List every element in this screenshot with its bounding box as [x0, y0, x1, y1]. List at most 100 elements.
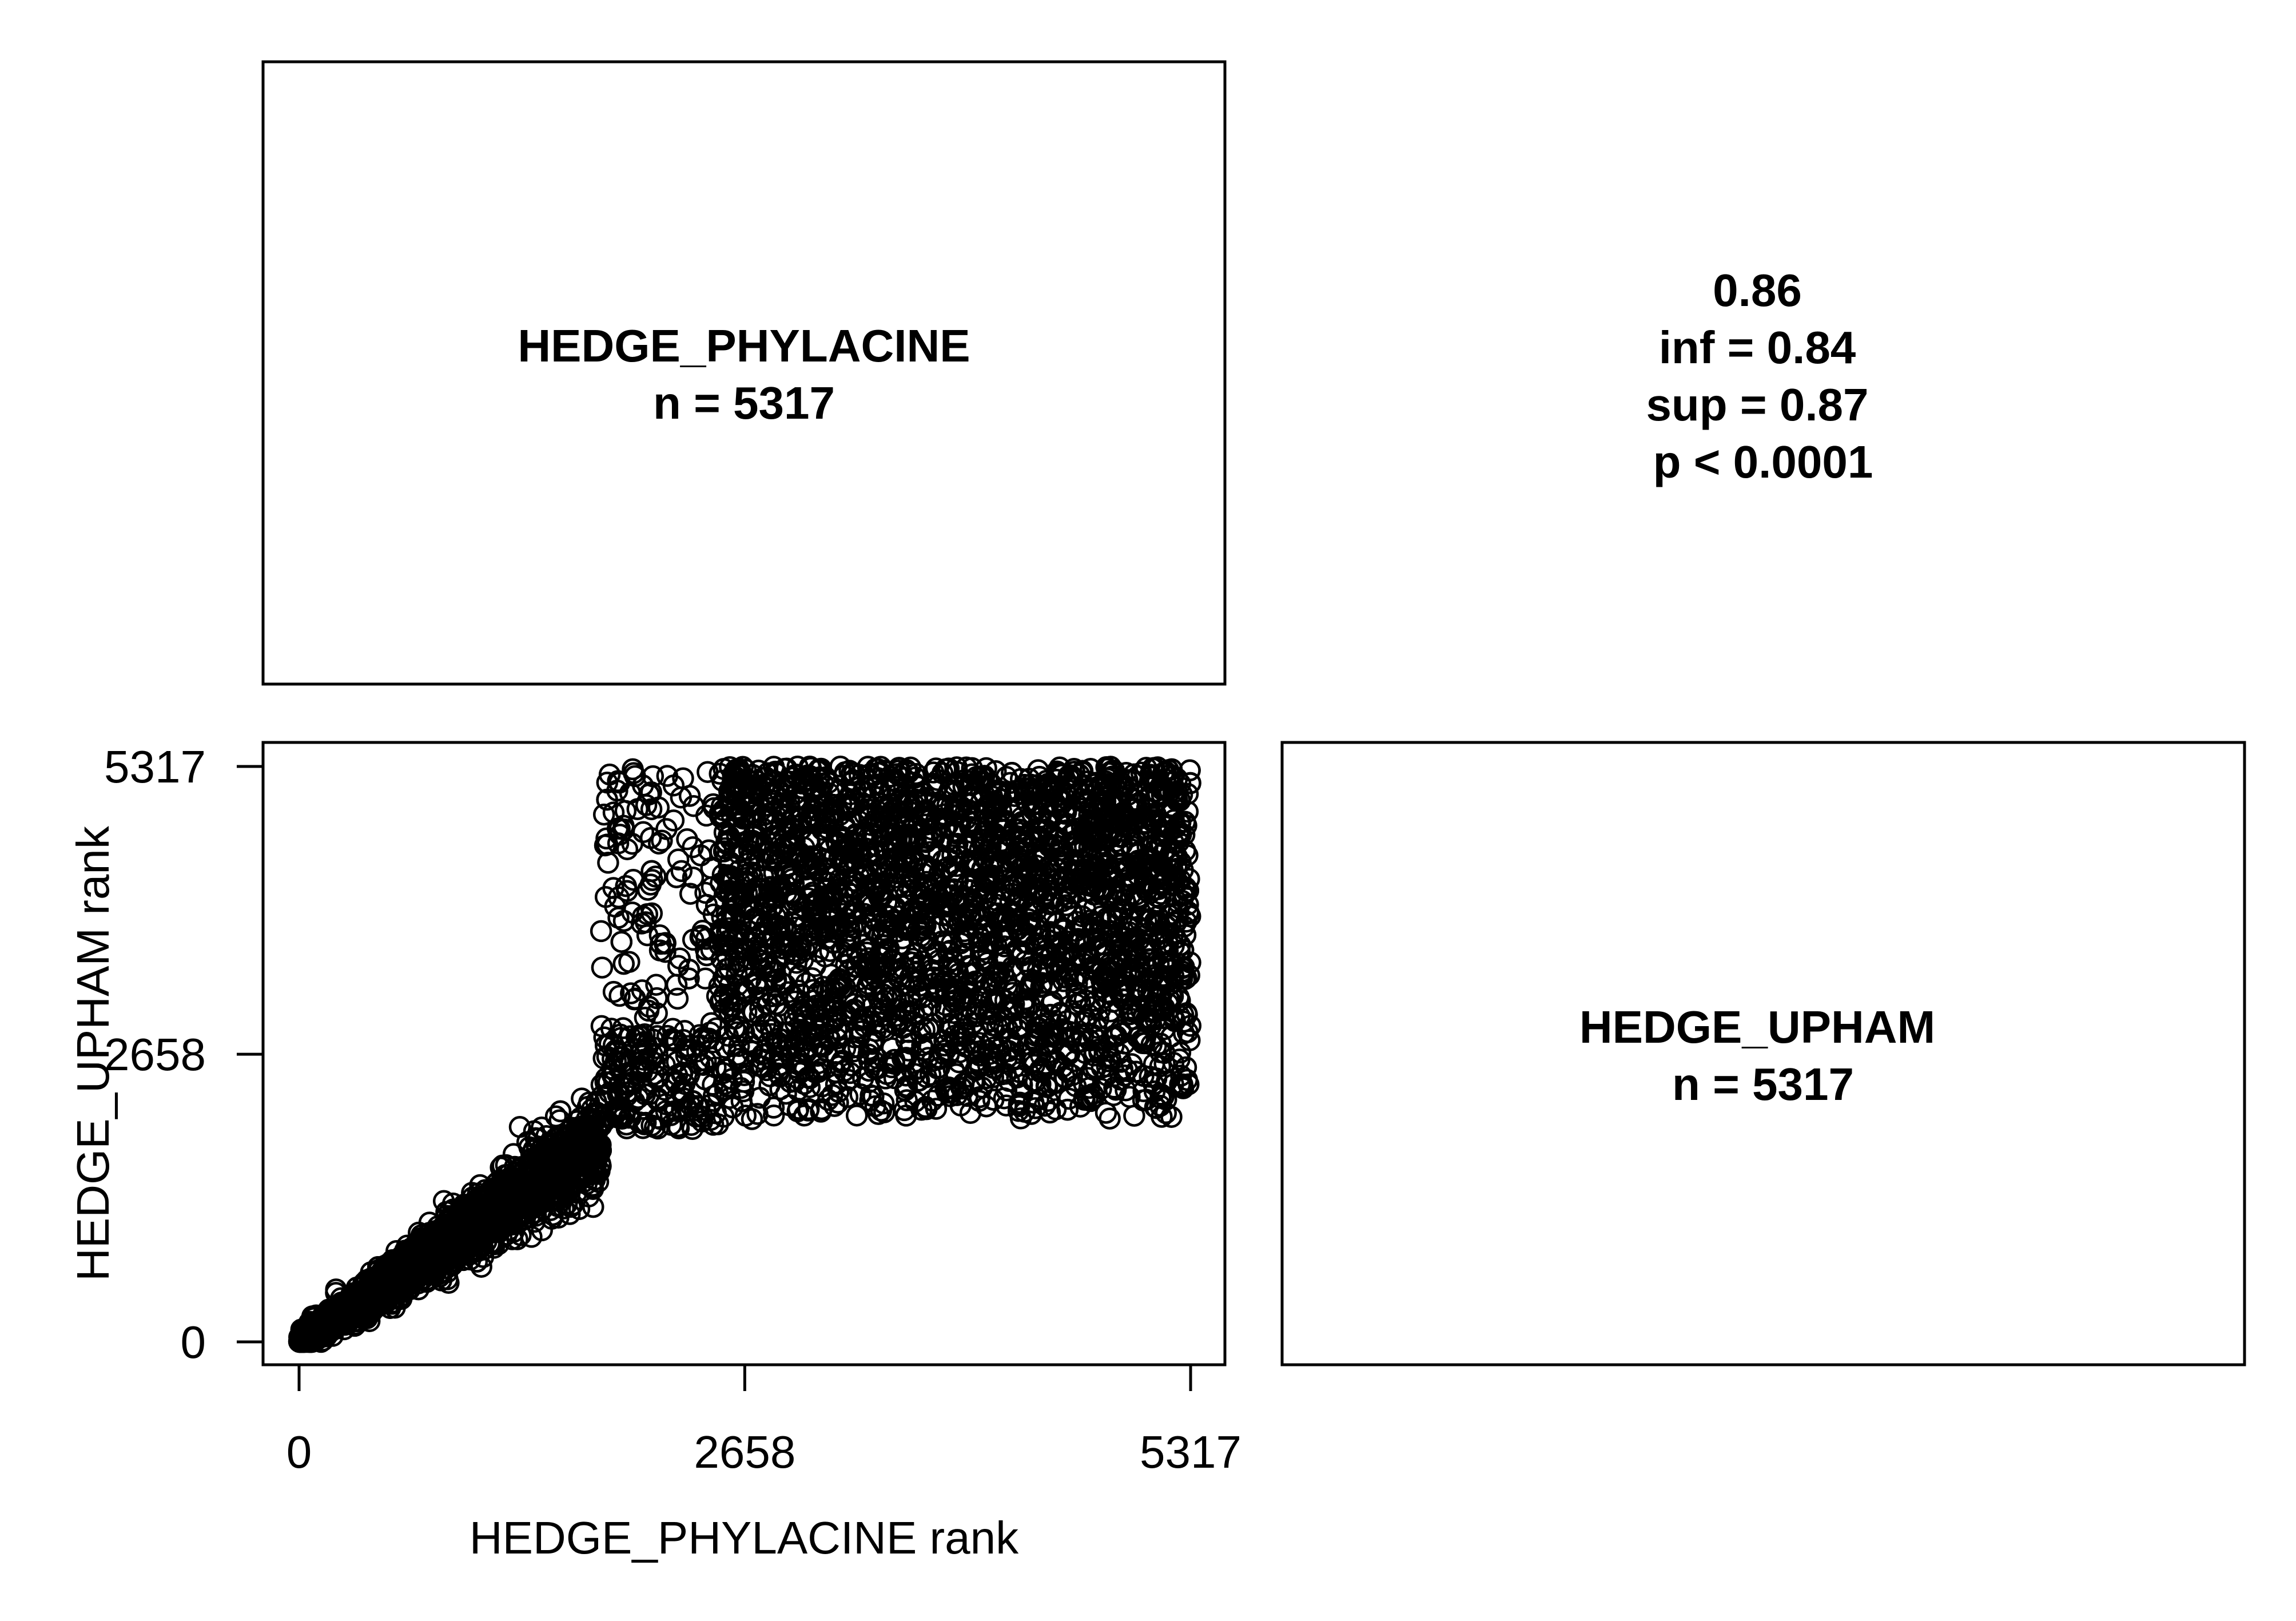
scatter-point [799, 1067, 821, 1090]
scatter-point [1162, 1073, 1184, 1095]
scatter-point [1071, 760, 1094, 782]
scatter-point [986, 893, 1009, 916]
scatter-point [620, 982, 642, 1004]
scatter-point [914, 1096, 937, 1118]
scatter-point [866, 773, 889, 796]
scatter-point [1011, 921, 1033, 944]
scatter-point [750, 1019, 773, 1042]
scatter-point [1019, 773, 1042, 796]
scatter-point [1133, 1028, 1156, 1051]
scatter-point [1079, 996, 1101, 1018]
scatter-point [937, 757, 960, 780]
diag-upham-name: HEDGE_UPHAM [1579, 1002, 1935, 1052]
scatter-point [602, 877, 624, 899]
scatter-point [1105, 889, 1127, 912]
scatter-point [783, 1034, 806, 1056]
scatter-point [636, 903, 659, 925]
scatter-point [741, 845, 763, 867]
scatter-point [982, 1088, 1005, 1111]
scatter-point [694, 967, 717, 990]
scatter-point [665, 974, 688, 996]
scatter-point [716, 1058, 739, 1080]
scatter-point [946, 869, 969, 891]
scatter-point [1023, 1054, 1046, 1076]
scatter-point [797, 1099, 819, 1122]
scatter-point [882, 814, 904, 836]
scatter-point [1038, 973, 1061, 995]
scatter-point [1161, 859, 1184, 882]
scatter-point [855, 824, 877, 846]
scatter-point [810, 1100, 832, 1123]
scatter-point [637, 999, 660, 1022]
scatter-point [1007, 1099, 1030, 1122]
scatter-point [786, 756, 809, 778]
scatter-point [948, 909, 970, 932]
scatter-point [1037, 855, 1060, 877]
scatter-point [634, 911, 657, 933]
scatter-point [626, 798, 649, 820]
scatter-point [893, 1048, 916, 1071]
scatter-point [1155, 761, 1177, 783]
scatter-point [968, 1032, 991, 1054]
scatter-point [1129, 962, 1152, 984]
scatter-point [878, 805, 901, 827]
scatter-point [866, 800, 889, 823]
scatter-point [873, 760, 895, 782]
scatter-point [1123, 935, 1145, 957]
scatter-point [1051, 956, 1074, 978]
scatter-point [1035, 1075, 1058, 1097]
scatter-point [823, 845, 846, 868]
scatter-point [1150, 871, 1173, 894]
scatter-point [925, 1098, 948, 1120]
scatter-point [1091, 971, 1113, 993]
scatter-point [813, 1015, 835, 1038]
scatter-point [1037, 1090, 1060, 1112]
scatter-point [662, 809, 685, 832]
scatter-point [883, 847, 905, 869]
scatter-point [1164, 927, 1187, 949]
scatter-point [893, 767, 916, 789]
scatter-point [1136, 969, 1159, 992]
scatter-point [1038, 1101, 1061, 1124]
scatter-point [850, 1020, 873, 1043]
scatter-point [612, 952, 635, 975]
diag-panel-upham [1280, 741, 2246, 1366]
scatter-point [899, 756, 922, 779]
scatter-point [861, 828, 884, 851]
scatter-point [783, 830, 806, 852]
scatter-point [607, 907, 630, 929]
scatter-point [608, 984, 631, 1007]
scatter-point [840, 810, 862, 833]
scatter-point [665, 866, 688, 888]
scatter-point [607, 770, 629, 792]
scatter-point [1030, 962, 1053, 984]
scatter-point [591, 956, 614, 979]
scatter-point [1034, 1035, 1057, 1058]
scatter-points [288, 755, 1202, 1353]
scatter-point [613, 1073, 635, 1096]
scatter-point [968, 1090, 990, 1112]
scatter-point [752, 865, 774, 887]
scatter-point [673, 1087, 695, 1110]
scatter-point [896, 1089, 918, 1111]
scatter-point [698, 839, 720, 861]
scatter-point [1175, 911, 1197, 933]
scatter-point [694, 881, 717, 904]
scatter-point [845, 1104, 868, 1127]
scatter-point [465, 1250, 488, 1273]
scatter-point [1125, 1060, 1147, 1083]
scatter-point [977, 942, 1000, 964]
scatter-point [593, 1091, 616, 1114]
scatter-point [678, 785, 701, 807]
scatter-point [1044, 1051, 1067, 1074]
scatter-point [881, 836, 904, 858]
scatter-point [1058, 1040, 1081, 1063]
scatter-point [989, 906, 1012, 928]
scatter-point [1103, 1076, 1125, 1099]
scatter-point [651, 829, 673, 852]
scatter-point [1012, 857, 1034, 880]
scatter-point [1128, 792, 1151, 815]
scatter-point [886, 961, 909, 983]
scatter-point [1139, 859, 1161, 881]
